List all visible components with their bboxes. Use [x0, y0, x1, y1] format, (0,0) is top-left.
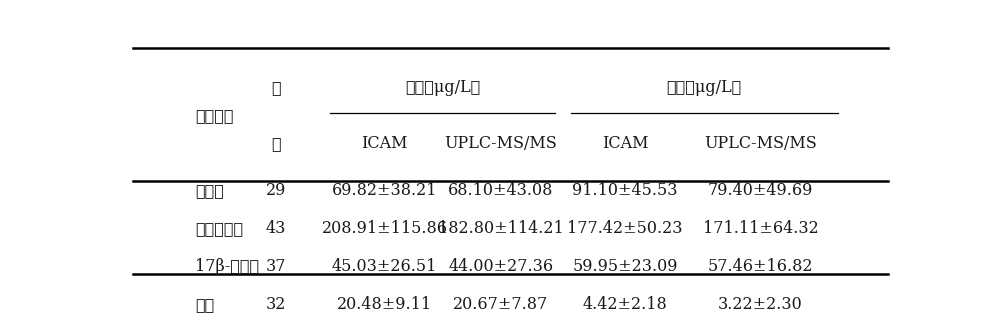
Text: 68.10±43.08: 68.10±43.08	[448, 182, 554, 199]
Text: 氧化可的松: 氧化可的松	[195, 220, 243, 237]
Text: 177.42±50.23: 177.42±50.23	[567, 220, 683, 237]
Text: 29: 29	[266, 182, 286, 199]
Text: 雌三醇: 雌三醇	[195, 182, 224, 199]
Text: 37: 37	[266, 258, 286, 275]
Text: 20.48±9.11: 20.48±9.11	[337, 296, 432, 313]
Text: 瑰锐: 瑰锐	[195, 296, 214, 313]
Text: 3.22±2.30: 3.22±2.30	[718, 296, 803, 313]
Text: 数: 数	[271, 135, 281, 152]
Text: 女性（μg/L）: 女性（μg/L）	[666, 79, 742, 96]
Text: 182.80±114.21: 182.80±114.21	[438, 220, 564, 237]
Text: 20.67±7.87: 20.67±7.87	[453, 296, 548, 313]
Text: 17β-雌二醇: 17β-雌二醇	[195, 258, 259, 275]
Text: 208.91±115.86: 208.91±115.86	[322, 220, 448, 237]
Text: 32: 32	[266, 296, 286, 313]
Text: 例: 例	[271, 79, 281, 96]
Text: 91.10±45.53: 91.10±45.53	[572, 182, 678, 199]
Text: 4.42±2.18: 4.42±2.18	[582, 296, 667, 313]
Text: ICAM: ICAM	[602, 135, 648, 152]
Text: 雌体激素: 雌体激素	[195, 107, 233, 124]
Text: 43: 43	[266, 220, 286, 237]
Text: 男性（μg/L）: 男性（μg/L）	[405, 79, 480, 96]
Text: 69.82±38.21: 69.82±38.21	[332, 182, 437, 199]
Text: 79.40±49.69: 79.40±49.69	[708, 182, 813, 199]
Text: 59.95±23.09: 59.95±23.09	[572, 258, 678, 275]
Text: 57.46±16.82: 57.46±16.82	[708, 258, 813, 275]
Text: ICAM: ICAM	[361, 135, 408, 152]
Text: UPLC-MS/MS: UPLC-MS/MS	[704, 135, 817, 152]
Text: 45.03±26.51: 45.03±26.51	[332, 258, 437, 275]
Text: 44.00±27.36: 44.00±27.36	[448, 258, 553, 275]
Text: 171.11±64.32: 171.11±64.32	[703, 220, 818, 237]
Text: UPLC-MS/MS: UPLC-MS/MS	[444, 135, 557, 152]
